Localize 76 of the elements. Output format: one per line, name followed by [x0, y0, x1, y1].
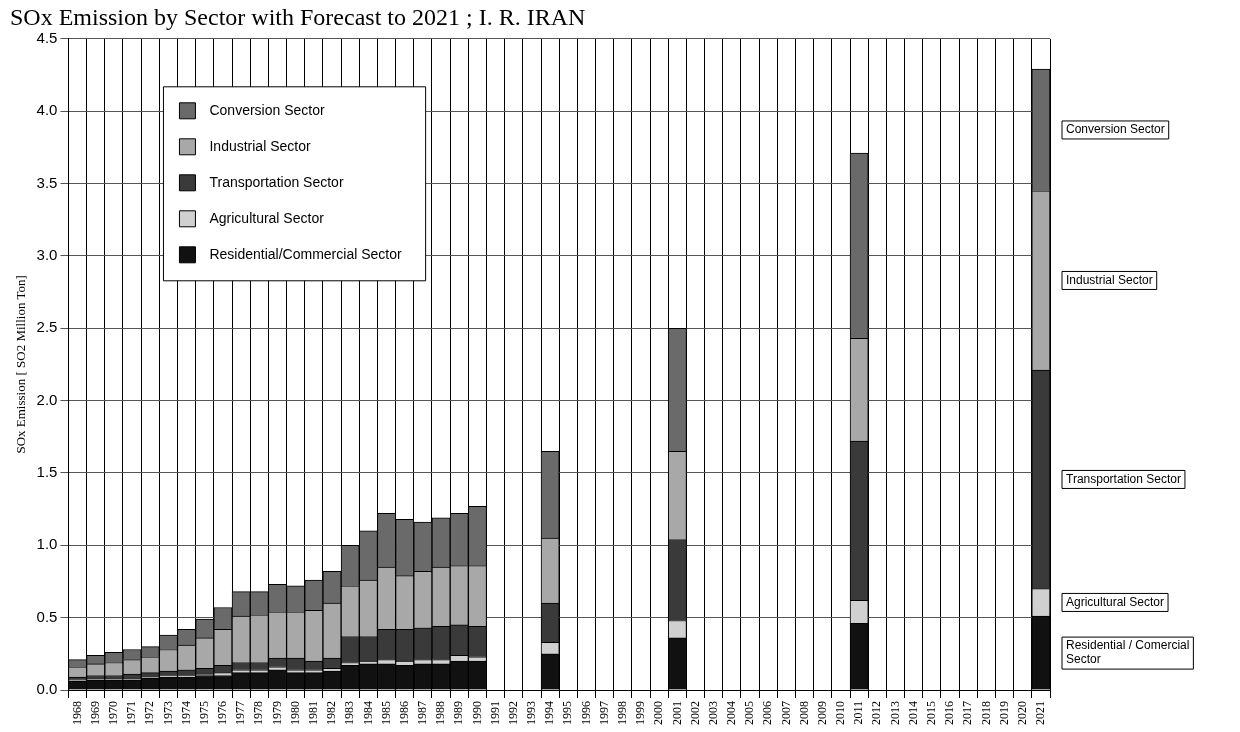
x-tick-label: 1998 — [615, 701, 629, 725]
x-tick-label: 2021 — [1033, 701, 1048, 725]
x-tick-label: 2017 — [960, 701, 975, 725]
x-tick-label: 1970 — [106, 701, 121, 725]
y-tick-label: 4.5 — [36, 28, 58, 46]
y-tick-label: 0.5 — [36, 607, 58, 625]
text: Industrial Sector — [1066, 272, 1153, 287]
x-tick-label: 1979 — [269, 701, 284, 725]
x-tick-label: 1982 — [324, 701, 339, 725]
y-tick-label: 2.0 — [36, 390, 58, 408]
text: Agricultural Sector — [1066, 594, 1165, 609]
x-tick-label: 1993 — [524, 701, 539, 725]
x-tick-label: 2011 — [851, 701, 866, 725]
x-tick-label: 2009 — [814, 701, 829, 725]
x-tick-label: 2015 — [924, 701, 939, 725]
x-tick-label: 1984 — [360, 701, 375, 725]
x-tick-label: 1994 — [542, 701, 557, 725]
x-tick-label: 2000 — [651, 701, 666, 725]
legend-label: Agricultural Sector — [209, 209, 325, 226]
x-tick-label: 1990 — [469, 701, 484, 725]
x-tick-label: 1972 — [142, 701, 157, 725]
y-tick-label: 4.0 — [36, 101, 58, 119]
x-tick-label: 1976 — [215, 701, 230, 725]
x-tick-label: 1987 — [415, 701, 430, 725]
x-tick-label: 1988 — [433, 701, 448, 725]
x-tick-label: 2020 — [1014, 701, 1029, 725]
x-tick-label: 2019 — [996, 701, 1011, 725]
y-tick-label: 0.0 — [36, 680, 58, 698]
x-tick-label: 1969 — [87, 701, 102, 725]
y-tick-label: 3.5 — [36, 173, 58, 191]
x-tick-label: 2001 — [669, 701, 684, 725]
x-tick-label: 1985 — [378, 701, 393, 725]
x-tick-label: 1975 — [196, 701, 211, 725]
x-tick-label: 1996 — [578, 701, 593, 725]
x-tick-label: 2016 — [942, 701, 957, 725]
legend-label: Residential/Commercial Sector — [209, 245, 402, 262]
x-tick-label: 1974 — [178, 701, 193, 725]
y-tick-label: 1.5 — [36, 463, 58, 481]
x-tick-label: 1981 — [306, 701, 320, 725]
x-tick-label: 2005 — [742, 701, 757, 725]
x-tick-label: 2008 — [796, 701, 811, 725]
y-tick-label: 3.0 — [36, 246, 58, 264]
legend-label: Transportation Sector — [209, 173, 344, 190]
x-tick-label: 2014 — [905, 701, 920, 725]
x-tick-label: 1977 — [233, 701, 248, 725]
x-tick-label: 1989 — [451, 701, 466, 725]
text: Transportation Sector — [1066, 471, 1181, 486]
y-tick-label: 1.0 — [36, 535, 58, 553]
x-tick-label: 1978 — [251, 701, 266, 725]
x-tick-label: 2013 — [887, 701, 902, 725]
x-tick-label: 2007 — [778, 701, 793, 725]
x-tick-label: 1999 — [633, 701, 648, 725]
x-tick-label: 2002 — [687, 701, 702, 725]
x-tick-label: 1968 — [69, 701, 84, 725]
y-axis-title: SOx Emission [ SO2 Million Ton] — [13, 275, 29, 454]
x-tick-label: 1992 — [505, 701, 520, 725]
x-tick-label: 1971 — [124, 701, 139, 725]
x-tick-label: 1973 — [160, 701, 175, 725]
x-tick-label: 2012 — [869, 701, 884, 725]
x-tick-label: 1986 — [396, 701, 411, 725]
x-tick-label: 2018 — [978, 701, 993, 725]
x-tick-label: 1980 — [287, 701, 302, 725]
x-tick-label: 2010 — [833, 701, 848, 725]
x-tick-label: 2004 — [724, 701, 739, 725]
x-tick-label: 2003 — [705, 701, 720, 725]
text: Conversion Sector — [1066, 122, 1165, 137]
legend-label: Conversion Sector — [209, 101, 325, 118]
x-tick-label: 1997 — [596, 701, 611, 725]
x-tick-label: 1995 — [560, 701, 575, 725]
chart-title: SOx Emission by Sector with Forecast to 2021 ; I. R. IRAN — [10, 3, 586, 30]
x-tick-label: 1983 — [342, 701, 357, 725]
legend-label: Industrial Sector — [209, 137, 311, 154]
text: Residential / Comercial Sector — [1066, 638, 1190, 667]
y-tick-label: 2.5 — [36, 318, 58, 336]
x-tick-label: 2006 — [760, 701, 775, 725]
x-tick-label: 1991 — [487, 701, 502, 725]
